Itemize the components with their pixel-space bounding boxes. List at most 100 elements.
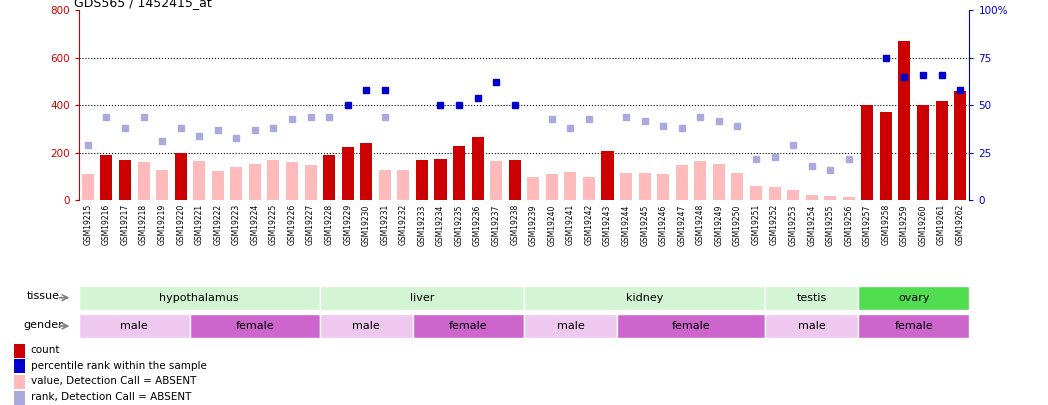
Bar [14,391,25,405]
Bar [490,161,502,200]
Bar [323,155,335,200]
Text: GSM19245: GSM19245 [640,204,649,245]
Text: GSM19242: GSM19242 [585,204,593,245]
Bar [378,170,391,200]
Text: GSM19244: GSM19244 [621,204,631,245]
Text: GSM19238: GSM19238 [510,204,519,245]
Text: ovary: ovary [898,293,930,303]
Bar [676,165,687,200]
Text: male: male [352,321,380,331]
Text: GSM19247: GSM19247 [677,204,686,245]
Bar [806,194,817,200]
Bar [79,314,190,338]
Bar [858,286,969,310]
Text: GSM19248: GSM19248 [696,204,705,245]
Text: GSM19257: GSM19257 [863,204,872,245]
Text: GDS565 / 1452415_at: GDS565 / 1452415_at [74,0,212,9]
Bar [175,153,187,200]
Text: GSM19216: GSM19216 [102,204,111,245]
Bar [156,170,168,200]
Bar [286,162,298,200]
Text: testis: testis [796,293,827,303]
Text: female: female [894,321,933,331]
Text: GSM19259: GSM19259 [900,204,909,245]
Bar [524,314,617,338]
Text: GSM19215: GSM19215 [84,204,92,245]
Bar [527,177,540,200]
Bar [416,160,428,200]
Bar [14,375,25,389]
Text: hypothalamus: hypothalamus [159,293,239,303]
Bar [936,100,947,200]
Bar [137,162,150,200]
Text: GSM19234: GSM19234 [436,204,445,245]
Text: GSM19229: GSM19229 [343,204,352,245]
Text: female: female [236,321,275,331]
Bar [898,41,911,200]
Bar [750,186,762,200]
Text: GSM19250: GSM19250 [733,204,742,245]
Text: GSM19258: GSM19258 [881,204,891,245]
Bar [453,146,465,200]
Bar [14,360,25,373]
Text: GSM19243: GSM19243 [603,204,612,245]
Text: GSM19252: GSM19252 [770,204,779,245]
Bar [768,188,781,200]
Text: GSM19236: GSM19236 [473,204,482,245]
Text: GSM19226: GSM19226 [287,204,297,245]
Text: GSM19262: GSM19262 [956,204,964,245]
Text: GSM19261: GSM19261 [937,204,946,245]
Text: GSM19253: GSM19253 [788,204,798,245]
Bar [858,314,969,338]
Text: kidney: kidney [626,293,663,303]
Text: GSM19218: GSM19218 [139,204,148,245]
Text: male: male [121,321,148,331]
Text: male: male [556,321,585,331]
Text: GSM19237: GSM19237 [492,204,501,245]
Bar [880,113,892,200]
Bar [694,161,706,200]
Bar [602,151,613,200]
Bar [765,286,858,310]
Text: rank, Detection Call = ABSENT: rank, Detection Call = ABSENT [30,392,191,402]
Bar [320,314,413,338]
Text: GSM19255: GSM19255 [826,204,834,245]
Bar [617,314,765,338]
Text: tissue: tissue [27,292,60,301]
Bar [638,173,651,200]
Bar [508,160,521,200]
Text: GSM19260: GSM19260 [918,204,927,245]
Text: liver: liver [410,293,434,303]
Bar [565,172,576,200]
Bar [79,286,320,310]
Bar [787,190,800,200]
Bar [472,137,483,200]
Text: GSM19240: GSM19240 [547,204,556,245]
Bar [713,164,725,200]
Bar [267,160,280,200]
Bar [361,143,372,200]
Bar [620,173,632,200]
Text: value, Detection Call = ABSENT: value, Detection Call = ABSENT [30,377,196,386]
Text: GSM19228: GSM19228 [325,204,333,245]
Bar [397,170,410,200]
Text: GSM19251: GSM19251 [751,204,761,245]
Text: GSM19224: GSM19224 [250,204,260,245]
Text: GSM19246: GSM19246 [659,204,668,245]
Bar [248,164,261,200]
Text: GSM19256: GSM19256 [845,204,853,245]
Bar [765,314,858,338]
Bar [546,174,558,200]
Bar [342,147,354,200]
Text: GSM19235: GSM19235 [455,204,463,245]
Bar [583,177,595,200]
Bar [14,344,25,358]
Bar [119,160,131,200]
Text: GSM19219: GSM19219 [157,204,167,245]
Text: GSM19239: GSM19239 [529,204,538,245]
Text: GSM19221: GSM19221 [195,204,203,245]
Text: GSM19230: GSM19230 [362,204,371,245]
Bar [190,314,320,338]
Text: female: female [672,321,711,331]
Text: GSM19254: GSM19254 [807,204,816,245]
